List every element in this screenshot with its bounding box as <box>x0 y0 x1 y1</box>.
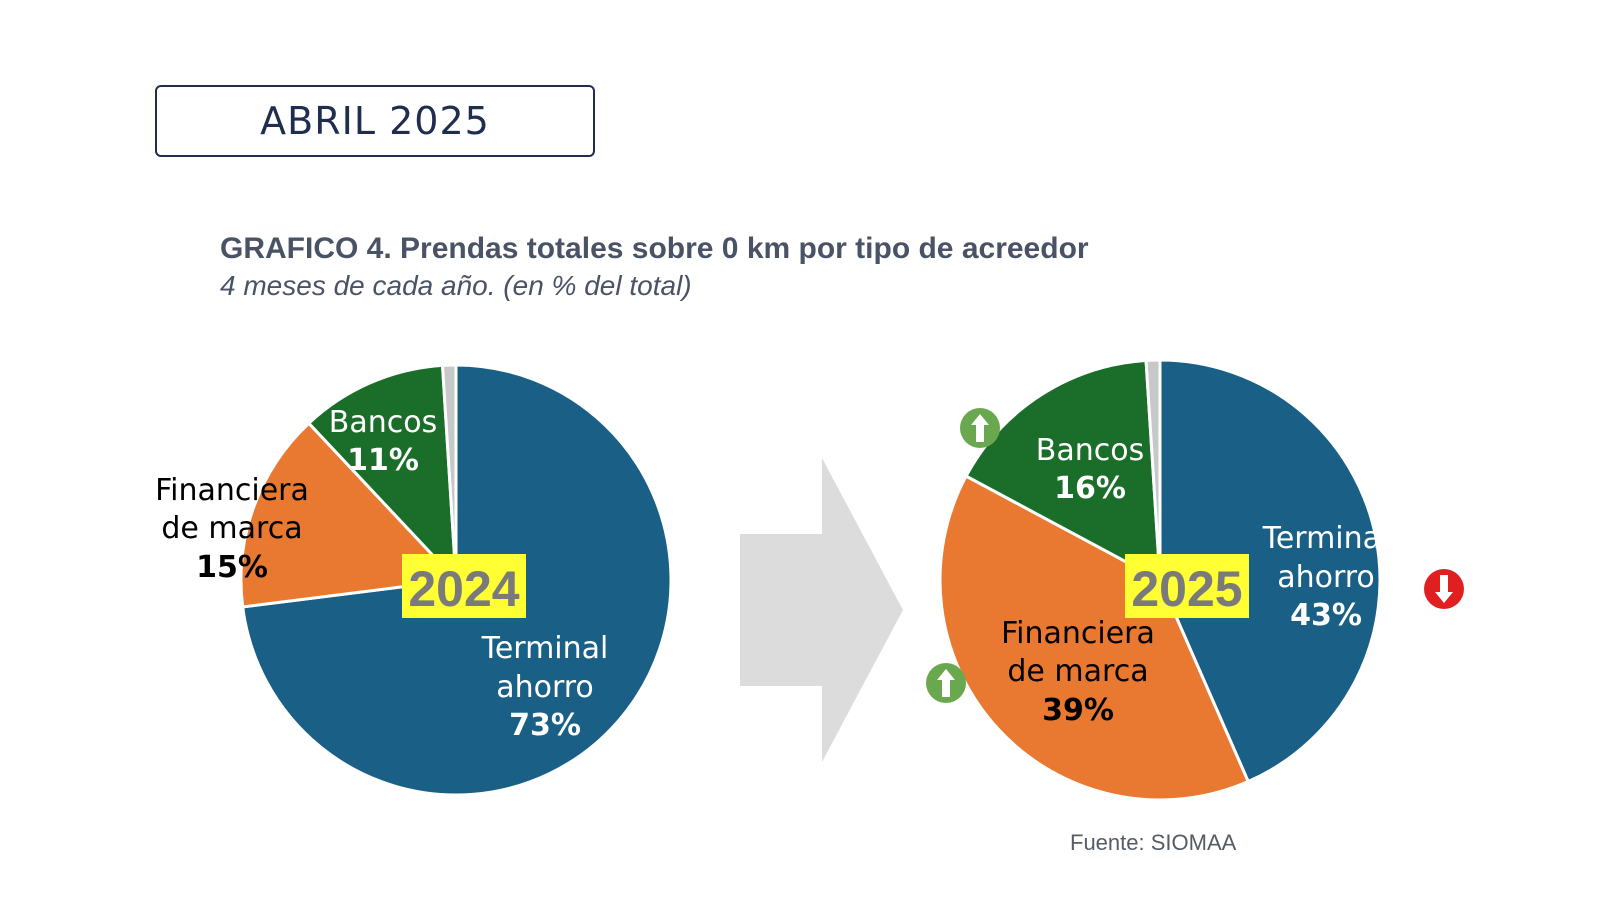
arrow-up-glyph <box>971 414 989 442</box>
pie-label-2024-financiera-de-marca-pct: 15% <box>196 550 268 585</box>
pie-slice-2025-otros <box>1144 358 1162 581</box>
source-note: Fuente: SIOMAA <box>1070 830 1237 855</box>
pie-label-2024-terminal-ahorro-line2: ahorro <box>496 670 594 705</box>
pie-label-2025-bancos-line1: Bancos <box>1036 433 1144 468</box>
pie-slice-2025-terminal-ahorro <box>1158 358 1382 784</box>
pie-label-2025-bancos-pct: 16% <box>1054 471 1126 506</box>
pie-slice-2024-otros <box>440 363 458 581</box>
pie-label-2025-terminal-ahorro-line2: ahorro <box>1277 560 1375 595</box>
month-label: ABRIL 2025 <box>260 99 490 143</box>
chart-subtitle: 4 meses de cada año. (en % del total) <box>220 270 692 301</box>
year-badge-2025 <box>1125 554 1249 618</box>
arrow-up-glyph <box>937 669 955 697</box>
transition-arrow <box>740 458 903 762</box>
year-label-2024: 2024 <box>408 561 519 617</box>
pie-label-2025-financiera-de-marca-line1: Financiera <box>1001 616 1155 651</box>
pie-label-2024-financiera-de-marca-line2: de marca <box>161 511 302 546</box>
pie-label-2025-terminal-ahorro-line1: Terminal <box>1262 521 1390 556</box>
pie-label-2024-bancos-line1: Bancos <box>329 405 437 440</box>
pie-slice-2025-financiera-de-marca <box>938 474 1251 802</box>
pie-label-2024-bancos-pct: 11% <box>347 443 419 478</box>
year-badge-2024 <box>402 554 526 618</box>
chart-title: GRAFICO 4. Prendas totales sobre 0 km po… <box>220 232 1089 265</box>
arrow-down-glyph <box>1435 575 1453 603</box>
pie-label-2025-financiera-de-marca-pct: 39% <box>1042 693 1114 728</box>
year-label-2025: 2025 <box>1131 561 1242 617</box>
pie-slice-2024-bancos <box>306 363 458 585</box>
pie-label-2024-terminal-ahorro-line1: Terminal <box>481 631 609 666</box>
pie-slice-2025-bancos <box>964 358 1162 583</box>
pie-label-2024-terminal-ahorro-pct: 73% <box>509 708 581 743</box>
pie-label-2025-financiera-de-marca-line2: de marca <box>1007 654 1148 689</box>
pie-label-2025-terminal-ahorro-pct: 43% <box>1290 598 1362 633</box>
pie-label-2024-financiera-de-marca-line1: Financiera <box>155 473 309 508</box>
month-label-box: ABRIL 2025 <box>155 85 595 157</box>
